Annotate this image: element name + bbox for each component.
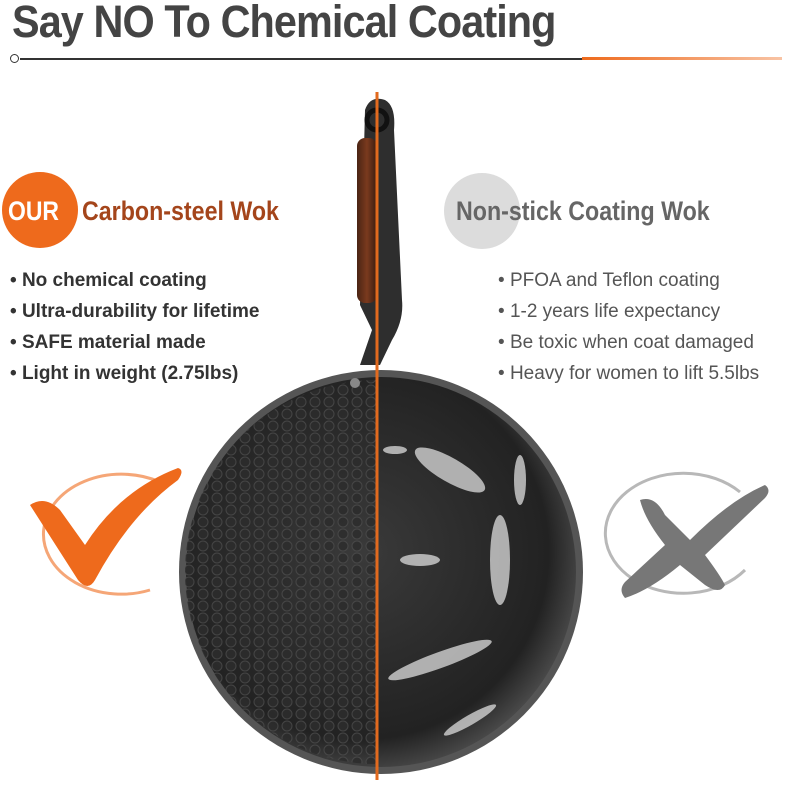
carbon-steel-heading: Carbon-steel Wok: [82, 196, 279, 226]
feature-item: SAFE material made: [10, 332, 259, 363]
our-badge-circle: [2, 172, 78, 248]
feature-item: No chemical coating: [10, 270, 259, 301]
title-rule-dot: [10, 54, 19, 63]
nonstick-heading: Non-stick Coating Wok: [456, 196, 710, 226]
wok-pan: [179, 370, 583, 774]
title-accent-line: [582, 57, 782, 60]
x-mark-icon: [603, 471, 769, 598]
our-badge-label: OUR: [8, 196, 59, 226]
check-mark-icon: [30, 468, 182, 596]
carbon-steel-features: No chemical coating Ultra-durability for…: [10, 270, 260, 394]
page-title: Say NO To Chemical Coating: [12, 0, 556, 47]
feature-item: Light in weight (2.75lbs): [10, 363, 259, 394]
drawback-item: Be toxic when coat damaged: [498, 332, 759, 363]
drawback-item: PFOA and Teflon coating: [498, 270, 759, 301]
feature-item: Ultra-durability for lifetime: [10, 301, 260, 332]
nonstick-drawbacks: PFOA and Teflon coating 1-2 years life e…: [498, 270, 759, 394]
wok-handle: [357, 98, 403, 365]
damaged-coating: [383, 446, 526, 736]
drawback-item: 1-2 years life expectancy: [498, 301, 759, 332]
nonstick-badge-circle: [444, 173, 520, 249]
title-rule: [20, 58, 582, 60]
drawback-item: Heavy for women to lift 5.5lbs: [498, 363, 759, 394]
